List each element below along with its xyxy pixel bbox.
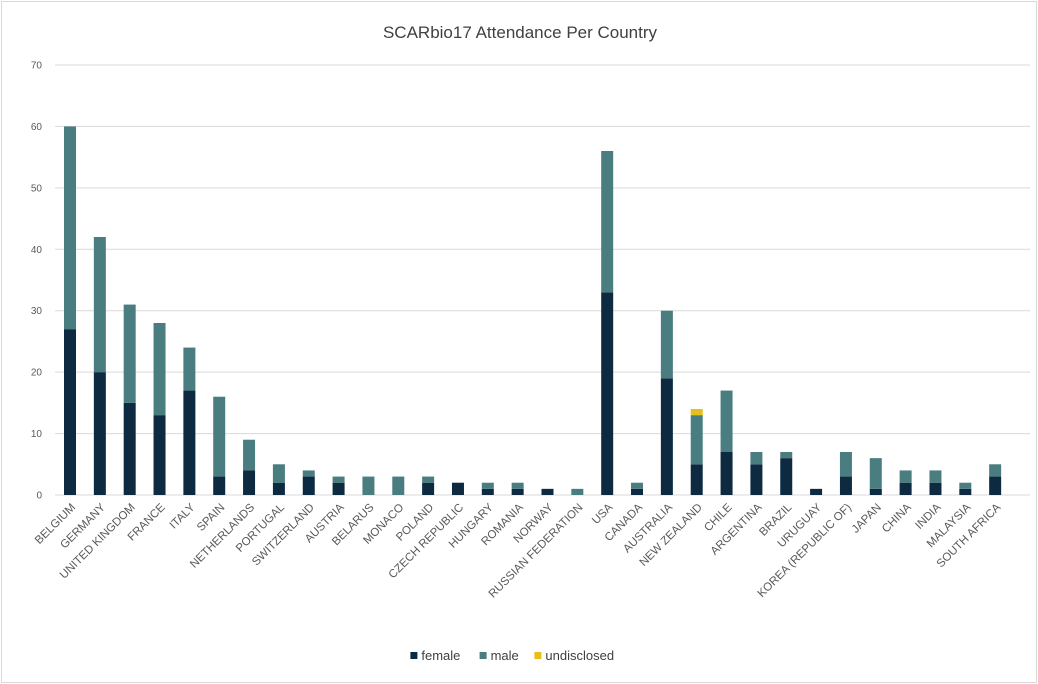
y-axis: 0 10 20 30 40 50 60 70 xyxy=(31,61,43,502)
bar-female xyxy=(810,488,823,495)
legend-label: female xyxy=(421,648,460,663)
bar-female xyxy=(690,464,703,495)
bar-female xyxy=(720,452,733,495)
y-tick-label: 60 xyxy=(31,122,43,133)
bar-male xyxy=(989,464,1002,477)
x-tick-label: ITALY xyxy=(168,501,198,531)
bar-female xyxy=(780,458,793,495)
bar-male xyxy=(123,304,136,403)
bar-female xyxy=(869,488,882,495)
x-tick-label: USA xyxy=(590,501,615,526)
bar-female xyxy=(93,372,106,495)
bar-undisclosed xyxy=(690,409,703,416)
bar-male xyxy=(392,476,405,495)
bar-female xyxy=(451,482,464,495)
y-tick-label: 50 xyxy=(31,183,43,194)
bar-male xyxy=(571,488,584,495)
y-tick-label: 0 xyxy=(36,491,42,502)
bar-male xyxy=(660,310,673,379)
bar-female xyxy=(481,488,494,495)
bar-male xyxy=(481,482,494,489)
bar-female xyxy=(750,464,763,495)
bar-male xyxy=(213,396,226,477)
bar-male xyxy=(959,482,972,489)
x-tick-label: CHINA xyxy=(880,501,914,535)
bar-female xyxy=(213,476,226,495)
y-tick-label: 40 xyxy=(31,245,43,256)
bar-female xyxy=(959,488,972,495)
bar-female xyxy=(123,402,136,495)
y-tick-label: 10 xyxy=(31,429,43,440)
bar-female xyxy=(989,476,1002,495)
bar-female xyxy=(243,470,256,495)
bar-male xyxy=(601,151,614,293)
legend-label: male xyxy=(491,648,519,663)
bar-female xyxy=(272,482,285,495)
bar-male xyxy=(64,126,76,330)
bar-female xyxy=(153,415,166,495)
legend: female male undisclosed xyxy=(410,648,614,663)
bar-male xyxy=(631,482,644,489)
legend-swatch-male xyxy=(479,652,487,659)
bar-male xyxy=(153,323,166,416)
bar-male xyxy=(243,439,256,471)
y-tick-label: 70 xyxy=(31,61,43,72)
bar-female xyxy=(183,390,196,495)
gridlines xyxy=(55,64,1030,496)
bar-male xyxy=(511,482,524,489)
bar-female xyxy=(422,482,435,495)
bar-male xyxy=(302,470,315,477)
bar-male xyxy=(839,452,852,477)
bar-female xyxy=(511,488,524,495)
bar-female xyxy=(839,476,852,495)
bar-female xyxy=(601,292,614,495)
bar-male xyxy=(362,476,375,495)
bar-female xyxy=(541,488,554,495)
y-tick-label: 30 xyxy=(31,306,43,317)
y-tick-label: 20 xyxy=(31,368,43,379)
bar-female xyxy=(929,482,942,495)
bar-male xyxy=(93,237,106,373)
bar-male xyxy=(183,347,196,391)
bar-male xyxy=(869,458,882,489)
bar-female xyxy=(332,482,345,495)
bar-female xyxy=(660,378,673,495)
bar-male xyxy=(690,415,703,465)
legend-swatch-female xyxy=(410,652,418,659)
bar-male xyxy=(929,470,942,483)
legend-label: undisclosed xyxy=(545,648,614,663)
bar-male xyxy=(780,452,793,459)
bar-male xyxy=(332,476,345,483)
chart-title: SCARbio17 Attendance Per Country xyxy=(383,23,658,42)
bar-male xyxy=(750,452,763,465)
bar-female xyxy=(64,329,76,495)
bar-female xyxy=(631,488,644,495)
x-tick-label: JAPAN xyxy=(850,502,884,536)
bar-male xyxy=(422,476,435,483)
bar-female xyxy=(899,482,912,495)
legend-swatch-undisclosed xyxy=(534,652,542,659)
bar-male xyxy=(720,390,733,452)
bar-male xyxy=(272,464,285,483)
bars xyxy=(64,126,1002,495)
bar-female xyxy=(302,476,315,495)
bar-male xyxy=(899,470,912,483)
